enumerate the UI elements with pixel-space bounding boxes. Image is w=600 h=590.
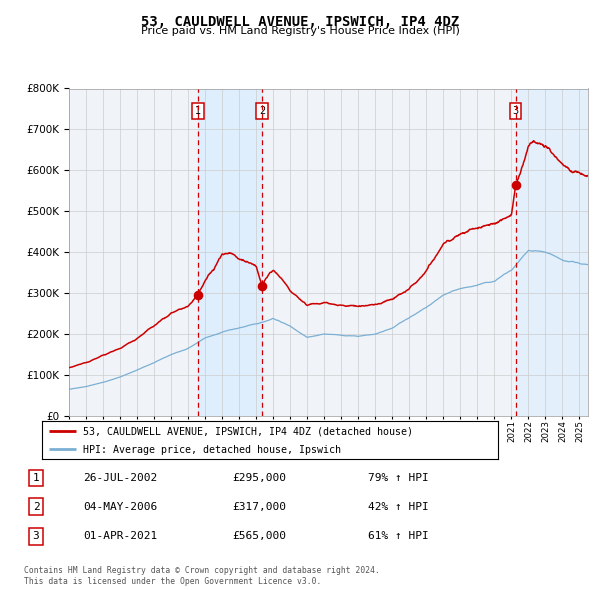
Text: 61% ↑ HPI: 61% ↑ HPI	[368, 532, 428, 542]
Text: 42% ↑ HPI: 42% ↑ HPI	[368, 502, 428, 512]
Point	[257, 281, 267, 291]
Bar	[515, 88, 588, 416]
Bar	[198, 88, 262, 416]
Text: Contains HM Land Registry data © Crown copyright and database right 2024.: Contains HM Land Registry data © Crown c…	[24, 566, 380, 575]
Text: 04-MAY-2006: 04-MAY-2006	[83, 502, 157, 512]
Text: 53, CAULDWELL AVENUE, IPSWICH, IP4 4DZ: 53, CAULDWELL AVENUE, IPSWICH, IP4 4DZ	[141, 15, 459, 30]
Text: HPI: Average price, detached house, Ipswich: HPI: Average price, detached house, Ipsw…	[83, 445, 341, 455]
Text: 3: 3	[32, 532, 40, 542]
Text: 26-JUL-2002: 26-JUL-2002	[83, 473, 157, 483]
Text: 1: 1	[32, 473, 40, 483]
Text: 2: 2	[259, 106, 265, 116]
Text: Price paid vs. HM Land Registry's House Price Index (HPI): Price paid vs. HM Land Registry's House …	[140, 26, 460, 36]
Text: £565,000: £565,000	[232, 532, 286, 542]
Text: £295,000: £295,000	[232, 473, 286, 483]
Text: This data is licensed under the Open Government Licence v3.0.: This data is licensed under the Open Gov…	[24, 577, 322, 586]
Text: 79% ↑ HPI: 79% ↑ HPI	[368, 473, 428, 483]
Point	[193, 290, 203, 300]
Text: 1: 1	[195, 106, 201, 116]
Text: 2: 2	[32, 502, 40, 512]
Point	[511, 180, 520, 189]
Text: £317,000: £317,000	[232, 502, 286, 512]
Text: 01-APR-2021: 01-APR-2021	[83, 532, 157, 542]
Text: 53, CAULDWELL AVENUE, IPSWICH, IP4 4DZ (detached house): 53, CAULDWELL AVENUE, IPSWICH, IP4 4DZ (…	[83, 427, 413, 437]
Text: 3: 3	[512, 106, 519, 116]
